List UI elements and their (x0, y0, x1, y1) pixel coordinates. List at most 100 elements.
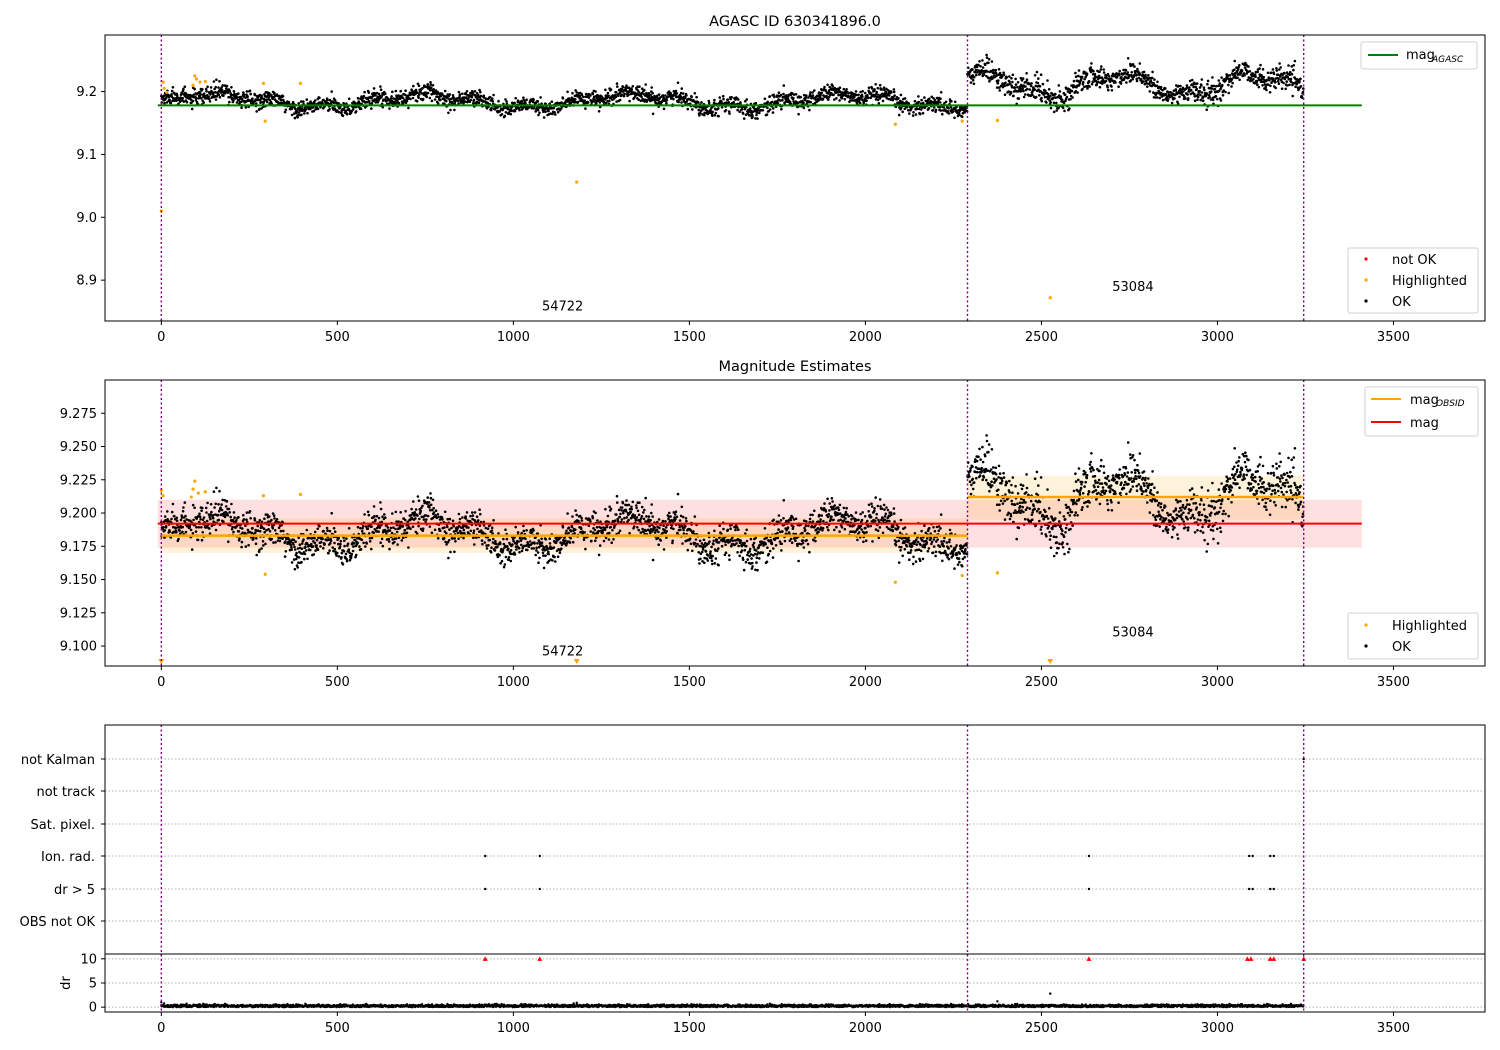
ok-point (638, 501, 641, 505)
ok-point (1022, 89, 1025, 93)
ok-point (640, 515, 644, 518)
ok-point (644, 496, 647, 500)
ok-point (597, 553, 601, 557)
ok-point (249, 517, 252, 520)
ok-point (1125, 81, 1128, 84)
highlighted-point (893, 122, 897, 126)
ok-point (717, 563, 720, 567)
ok-point (1002, 71, 1005, 74)
ok-point (971, 68, 974, 71)
ok-point (425, 95, 429, 99)
ok-point (1004, 81, 1007, 85)
ok-point (620, 506, 624, 509)
ok-point (736, 551, 739, 554)
ok-point (474, 520, 477, 523)
ok-point (201, 506, 204, 510)
ok-point (354, 110, 358, 113)
ok-point (451, 519, 455, 523)
ok-point (1277, 77, 1280, 81)
ok-point (372, 87, 376, 90)
ok-point (381, 544, 385, 548)
ok-point (706, 554, 710, 557)
ok-point (425, 518, 428, 521)
ok-point (903, 97, 907, 100)
ok-point (595, 101, 598, 105)
ok-point (623, 516, 626, 520)
ok-point (478, 88, 481, 92)
ok-point (1006, 83, 1010, 86)
ok-point (676, 492, 680, 496)
ok-point (1203, 88, 1206, 92)
ok-point (576, 100, 580, 104)
ok-point (679, 528, 682, 532)
ok-point (589, 520, 592, 523)
ok-point (591, 516, 595, 520)
ok-point (445, 99, 448, 103)
ok-point (628, 531, 631, 535)
ok-point (680, 505, 684, 509)
ok-point (880, 88, 884, 91)
ok-point (379, 88, 383, 91)
ok-point (571, 540, 575, 544)
ok-point (289, 543, 293, 547)
ok-point (636, 509, 640, 513)
ok-point (366, 527, 370, 531)
ok-point (486, 527, 490, 530)
ok-point (650, 511, 653, 515)
ok-point (1049, 101, 1052, 104)
ok-point (316, 548, 320, 551)
ok-point (694, 538, 698, 541)
ok-point (242, 513, 245, 517)
ok-point (659, 539, 663, 542)
ok-point (1212, 84, 1216, 88)
ok-point (222, 520, 225, 523)
ok-point (1193, 99, 1197, 102)
ok-point (263, 93, 266, 96)
ok-point (218, 80, 221, 83)
ok-point (1055, 109, 1058, 112)
ok-point (313, 536, 316, 540)
ok-point (367, 99, 371, 103)
ok-point (452, 96, 456, 100)
ok-point (490, 529, 494, 532)
ok-point (749, 109, 753, 113)
ok-point (302, 100, 305, 103)
ok-point (394, 537, 398, 540)
ok-point (193, 87, 196, 91)
ok-point (279, 98, 283, 102)
ok-point (373, 514, 376, 518)
ok-point (706, 112, 710, 116)
ok-point (717, 541, 721, 544)
ok-point (636, 89, 640, 92)
ok-point (724, 543, 727, 546)
ok-point (524, 537, 527, 541)
ok-point (1016, 85, 1019, 89)
ok-point (901, 110, 904, 114)
ok-point (520, 99, 523, 103)
highlighted-point (191, 83, 195, 87)
ok-point (522, 529, 526, 533)
ok-point (635, 506, 638, 510)
ok-point (1190, 78, 1194, 82)
ok-point (840, 97, 844, 100)
ok-point (506, 545, 509, 548)
ok-point (543, 549, 547, 552)
ok-point (736, 108, 739, 112)
ok-point (416, 495, 420, 498)
ok-point (360, 538, 364, 542)
ok-point (595, 526, 599, 529)
ok-point (381, 105, 385, 109)
ok-point (603, 528, 607, 532)
ok-point (1211, 76, 1214, 79)
ok-point (713, 529, 716, 533)
ok-point (615, 82, 619, 85)
ok-point (1261, 68, 1265, 71)
ok-point (1000, 75, 1004, 78)
ok-point (755, 113, 758, 117)
ok-point (873, 88, 876, 91)
ok-point (227, 540, 230, 543)
ok-point (681, 542, 684, 545)
ok-point (645, 100, 649, 103)
ok-point (908, 112, 911, 115)
ok-point (442, 536, 446, 540)
